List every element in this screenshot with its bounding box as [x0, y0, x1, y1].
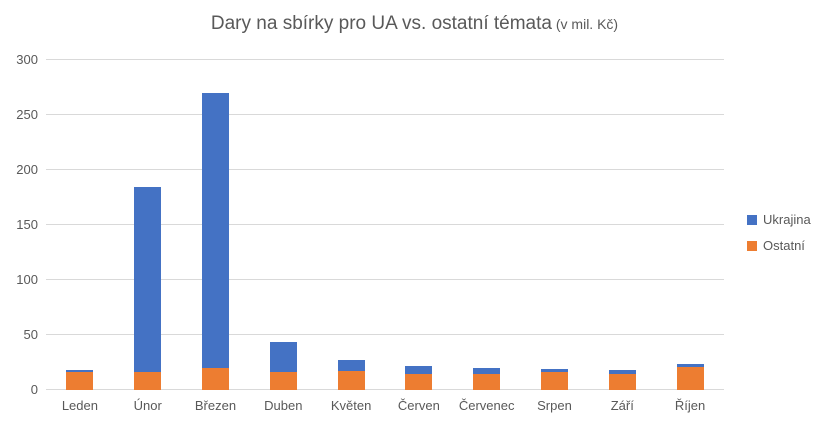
- y-tick-label: 50: [23, 327, 38, 342]
- bar-cell-srpen: [521, 60, 589, 390]
- x-tick-label: Duben: [264, 398, 303, 413]
- chart-title: Dary na sbírky pro UA vs. ostatní témata…: [0, 13, 829, 35]
- gridline-300: [46, 59, 724, 60]
- bar-stack: [134, 186, 162, 390]
- x-tick-label: Říjen: [674, 398, 706, 413]
- x-axis: Leden Únor Březen Duben Květen Červen Červenec…: [46, 398, 724, 413]
- legend: Ukrajina Ostatní: [747, 212, 811, 264]
- bar-stack: [337, 360, 365, 390]
- bar-segment-ukrajina: [269, 341, 297, 373]
- gridline-100: [46, 279, 724, 280]
- bar-stack: [269, 341, 297, 390]
- bar-stack: [201, 93, 229, 390]
- bar-segment-ukrajina: [337, 360, 365, 372]
- x-tick-label: Červenec: [458, 398, 515, 413]
- bar-segment-ostatní: [540, 372, 568, 390]
- bar-stack: [540, 369, 568, 390]
- bar-cell-červen: [385, 60, 453, 390]
- bar-segment-ukrajina: [201, 93, 229, 368]
- bar-segment-ukrajina: [473, 368, 501, 374]
- bar-segment-ostatní: [405, 373, 433, 390]
- gridline-0: [46, 389, 724, 390]
- bar-segment-ostatní: [337, 371, 365, 390]
- bar-cell-duben: [249, 60, 317, 390]
- x-tick-label: Březen: [194, 398, 237, 413]
- bar-stack: [66, 370, 94, 390]
- bar-segment-ostatní: [473, 373, 501, 390]
- legend-label: Ostatní: [763, 238, 805, 253]
- y-tick-label: 300: [16, 52, 38, 67]
- bar-segment-ostatní: [201, 368, 229, 390]
- bar-cell-únor: [114, 60, 182, 390]
- gridline-200: [46, 169, 724, 170]
- legend-item-ukrajina: Ukrajina: [747, 212, 811, 227]
- x-tick-label: Leden: [61, 398, 98, 413]
- bar-stack: [608, 370, 636, 390]
- bar-segment-ostatní: [608, 373, 636, 390]
- y-tick-label: 0: [30, 382, 38, 397]
- bar-cell-září: [588, 60, 656, 390]
- bar-segment-ostatní: [66, 372, 94, 390]
- legend-label: Ukrajina: [763, 212, 811, 227]
- chart-title-unit: (v mil. Kč): [551, 16, 619, 32]
- legend-swatch-icon: [747, 214, 757, 225]
- y-tick-label: 200: [16, 162, 38, 177]
- bar-cell-leden: [46, 60, 114, 390]
- y-tick-label: 100: [16, 272, 38, 287]
- bar-segment-ukrajina: [134, 186, 162, 373]
- y-tick-label: 250: [16, 107, 38, 122]
- legend-item-ostatní: Ostatní: [747, 238, 811, 253]
- x-tick-label: Únor: [133, 398, 162, 413]
- x-tick-label: Květen: [330, 398, 372, 413]
- bar-segment-ukrajina: [540, 369, 568, 373]
- bar-segment-ukrajina: [608, 370, 636, 374]
- chart-title-main: Dary na sbírky pro UA vs. ostatní témata: [210, 13, 552, 34]
- bar-cell-červenec: [453, 60, 521, 390]
- x-tick-label: Červen: [397, 398, 440, 413]
- y-tick-label: 150: [16, 217, 38, 232]
- x-tick-label: Září: [610, 398, 634, 413]
- bar-segment-ukrajina: [405, 365, 433, 374]
- bar-segment-ukrajina: [66, 370, 94, 373]
- gridline-250: [46, 114, 724, 115]
- y-axis: 0 50 100 150 200 250 300: [0, 52, 38, 397]
- bar-stack: [676, 363, 704, 390]
- bar-cell-březen: [182, 60, 250, 390]
- gridline-150: [46, 224, 724, 225]
- bar-segment-ostatní: [269, 372, 297, 390]
- gridline-50: [46, 334, 724, 335]
- bar-segment-ostatní: [134, 372, 162, 390]
- plot-area: [46, 59, 724, 390]
- bar-stack: [405, 365, 433, 390]
- x-tick-label: Srpen: [537, 398, 572, 413]
- bar-stack: [473, 368, 501, 390]
- bars-layer: [46, 60, 724, 390]
- bar-segment-ostatní: [676, 366, 704, 390]
- bar-segment-ukrajina: [676, 363, 704, 367]
- legend-swatch-icon: [747, 240, 757, 251]
- bar-cell-říjen: [656, 60, 724, 390]
- bar-cell-květen: [317, 60, 385, 390]
